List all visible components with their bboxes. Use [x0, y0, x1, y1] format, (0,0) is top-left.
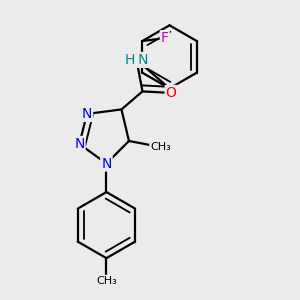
Text: N: N: [101, 157, 112, 170]
Text: H N: H N: [125, 53, 148, 67]
Text: CH₃: CH₃: [96, 276, 117, 286]
Text: N: N: [82, 107, 92, 121]
Text: N: N: [74, 137, 85, 151]
Text: F: F: [161, 31, 169, 45]
Text: O: O: [166, 86, 176, 100]
Text: CH₃: CH₃: [150, 142, 171, 152]
